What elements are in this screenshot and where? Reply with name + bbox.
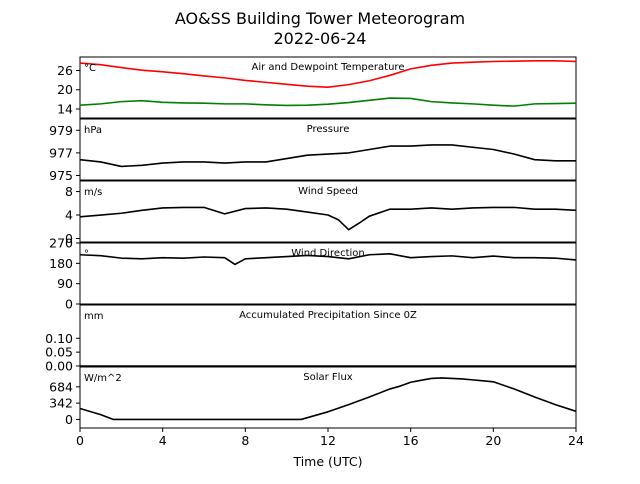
panel-title: Pressure — [307, 124, 350, 135]
y-tick-label: 975 — [49, 168, 73, 183]
panel-frame — [79, 56, 577, 119]
panel-unit-label: mm — [84, 311, 103, 322]
x-tick-label: 4 — [159, 433, 167, 448]
y-tick-label: 0 — [65, 231, 73, 246]
x-tick-label: 12 — [320, 433, 336, 448]
figure-subtitle: 2022-06-24 — [274, 29, 367, 48]
series-line-1 — [79, 144, 576, 168]
panel-1: 14 20 26 °C Air and Dewpoint Temperature — [57, 56, 577, 119]
y-tick-label: 342 — [49, 396, 73, 411]
panel-frame — [79, 118, 577, 181]
y-tick-label: 0.00 — [45, 359, 73, 374]
panel-unit-label: W/m^2 — [84, 373, 122, 384]
panel-title: Wind Direction — [291, 248, 365, 259]
x-tick-label: 16 — [403, 433, 419, 448]
series-line-1 — [79, 377, 577, 421]
y-tick-label: 8 — [65, 184, 73, 199]
series-line-1 — [79, 206, 577, 231]
x-axis-label: Time (UTC) — [292, 454, 362, 469]
panel-unit-label: ° — [84, 249, 89, 260]
y-tick-label: 20 — [57, 82, 73, 97]
x-tick-label: 8 — [241, 433, 249, 448]
panel-5: 0.000.050.10 mm Accumulated Precipitation … — [45, 304, 577, 374]
panel-title: Solar Flux — [303, 372, 353, 383]
y-tick-label: 14 — [57, 102, 73, 117]
y-tick-label: 0 — [65, 297, 73, 312]
y-tick-label: 180 — [49, 256, 73, 271]
panel-4: 0 90 180 270 ° Wind Direction — [49, 236, 577, 312]
y-tick-label: 270 — [49, 236, 73, 251]
panel-unit-label: °C — [84, 63, 96, 74]
panel-unit-label: m/s — [84, 187, 102, 198]
x-tick-label: 0 — [76, 433, 84, 448]
y-tick-label: 0.05 — [45, 345, 73, 360]
y-tick-label: 979 — [49, 123, 73, 138]
panel-frame — [79, 242, 577, 305]
y-tick-label: 26 — [57, 63, 73, 78]
panel-2: 975 977 979 hPa Pressure — [49, 118, 577, 183]
x-tick-label: 24 — [568, 433, 584, 448]
panel-title: Accumulated Precipitation Since 0Z — [239, 310, 417, 321]
panel-title: Wind Speed — [298, 186, 358, 197]
x-tick-label: 20 — [485, 433, 501, 448]
panel-unit-label: hPa — [84, 125, 102, 136]
series-line-2 — [79, 97, 577, 107]
panel-3: 0 4 8 m/s Wind Speed — [65, 180, 577, 246]
y-tick-label: 0 — [65, 412, 73, 427]
panel-frame — [79, 180, 577, 243]
series-line-1 — [79, 60, 577, 88]
series-line-1 — [79, 253, 577, 266]
y-tick-label: 90 — [57, 276, 73, 291]
x-axis: 0 4 8 12 16 20 24 — [76, 428, 584, 448]
y-tick-label: 977 — [49, 145, 73, 160]
panel-title: Air and Dewpoint Temperature — [252, 62, 405, 73]
y-tick-label: 684 — [49, 379, 73, 394]
y-tick-label: 4 — [65, 208, 73, 223]
figure-title: AO&SS Building Tower Meteorogram — [175, 9, 465, 28]
y-tick-label: 0.10 — [45, 331, 73, 346]
